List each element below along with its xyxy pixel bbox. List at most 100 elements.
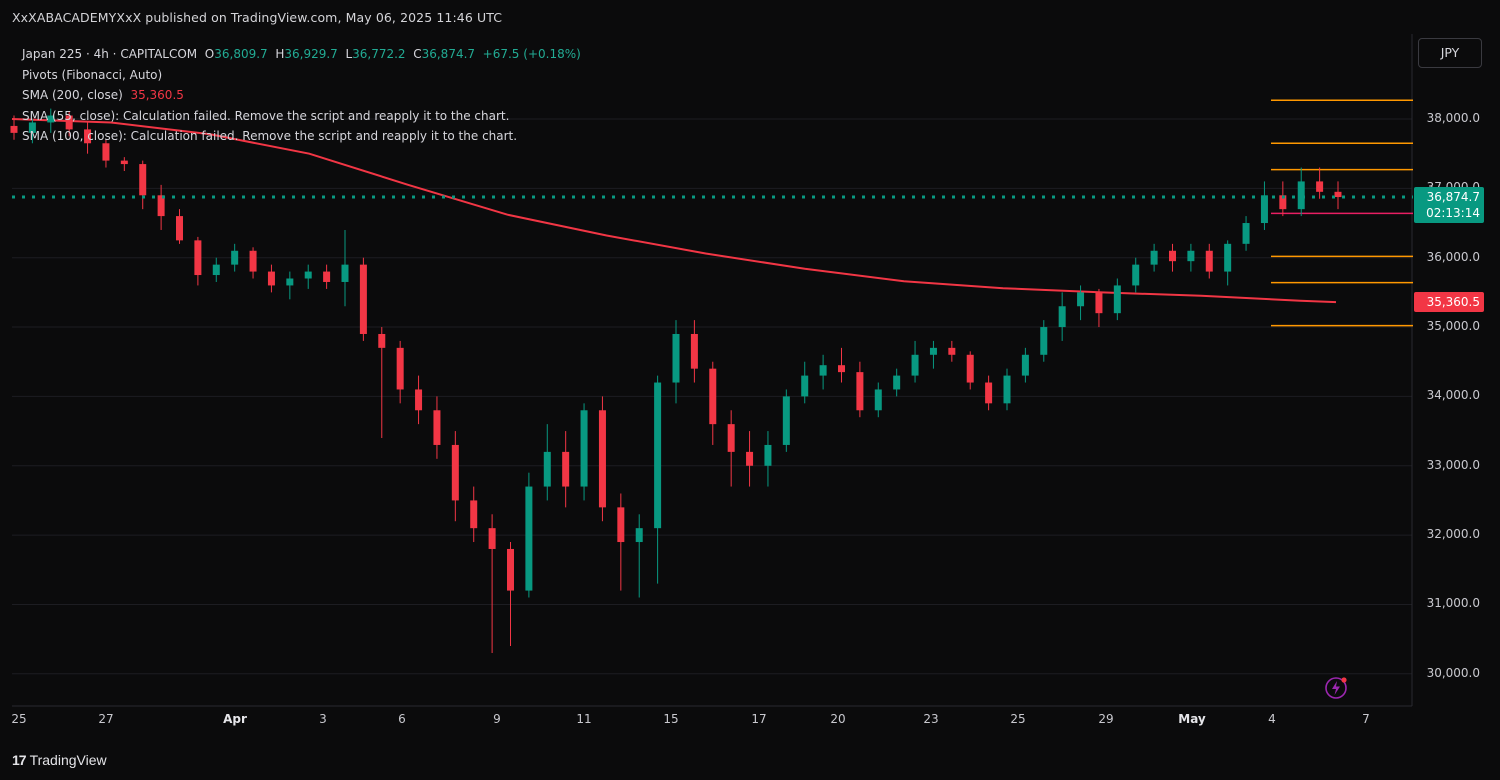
price-axis-label: 38,000.0 bbox=[1426, 111, 1480, 125]
time-axis-label: 25 bbox=[1010, 712, 1026, 726]
publish-info: XxXABACADEMYXxX published on TradingView… bbox=[12, 10, 503, 25]
candle-body bbox=[966, 354, 974, 383]
change-value: +67.5 (+0.18%) bbox=[482, 47, 581, 61]
candle-body bbox=[838, 365, 845, 373]
candle-body bbox=[580, 410, 588, 487]
candle-body bbox=[1113, 285, 1121, 314]
tradingview-logo[interactable]: 17 TradingView bbox=[12, 752, 107, 768]
candle-body bbox=[727, 424, 735, 452]
price-axis-label: 31,000.0 bbox=[1426, 596, 1480, 611]
price-axis-label: 33,000.0 bbox=[1426, 457, 1480, 472]
candle-body bbox=[286, 278, 294, 286]
candle-body bbox=[617, 507, 625, 543]
last-price-badge: 36,874.7 02:13:14 bbox=[1414, 187, 1484, 223]
candle-body bbox=[488, 528, 496, 549]
candle-body bbox=[856, 372, 864, 411]
candle-body bbox=[948, 347, 956, 355]
candle-body bbox=[635, 528, 643, 543]
price-axis-label: 32,000.0 bbox=[1426, 527, 1480, 542]
close-value: 36,874.7 bbox=[421, 47, 476, 61]
candle-body bbox=[507, 548, 514, 591]
tradingview-brand: TradingView bbox=[29, 752, 107, 768]
candle-body bbox=[1260, 195, 1268, 224]
candle-body bbox=[341, 264, 349, 282]
currency-button[interactable]: JPY bbox=[1418, 38, 1482, 68]
candle-body bbox=[746, 451, 754, 466]
candle-body bbox=[764, 444, 772, 466]
candle-body bbox=[911, 354, 919, 376]
candle-body bbox=[801, 375, 809, 397]
legend-sma200[interactable]: SMA (200, close) 35,360.5 bbox=[22, 85, 581, 106]
open-value: 36,809.7 bbox=[214, 47, 268, 61]
time-axis-label: 9 bbox=[493, 712, 501, 726]
bar-countdown: 02:13:14 bbox=[1426, 206, 1480, 220]
candle-body bbox=[543, 451, 551, 487]
high-label: H bbox=[275, 47, 285, 61]
candle-body bbox=[782, 396, 790, 445]
price-axis-label: 36,000.0 bbox=[1426, 249, 1480, 264]
legend-sma100-error[interactable]: SMA (100, close): Calculation failed. Re… bbox=[22, 129, 518, 143]
time-axis-label: 17 bbox=[751, 712, 767, 726]
candle-body bbox=[819, 365, 827, 376]
time-axis-label: Apr bbox=[223, 712, 247, 726]
time-axis-label: 20 bbox=[830, 712, 846, 726]
last-price-value: 36,874.7 bbox=[1426, 190, 1480, 204]
candle-body bbox=[1242, 223, 1250, 244]
candle-body bbox=[1187, 250, 1195, 262]
candle-body bbox=[396, 347, 404, 390]
candlestick-chart[interactable] bbox=[0, 34, 1500, 744]
sma200-label: SMA (200, close) bbox=[22, 88, 123, 102]
legend-symbol-row[interactable]: Japan 225 · 4h · CAPITALCOM O36,809.7 H3… bbox=[22, 44, 581, 65]
sma-price-badge: 35,360.5 bbox=[1414, 292, 1484, 312]
candle-body bbox=[378, 333, 386, 348]
legend-sma55-error[interactable]: SMA (55, close): Calculation failed. Rem… bbox=[22, 108, 510, 123]
sma200-value: 35,360.5 bbox=[130, 88, 184, 102]
footer: 17 TradingView bbox=[0, 744, 1500, 780]
candle-body bbox=[1003, 375, 1011, 404]
price-axis-label: 35,000.0 bbox=[1426, 319, 1480, 334]
legend-pivots[interactable]: Pivots (Fibonacci, Auto) bbox=[22, 67, 163, 82]
low-value: 36,772.2 bbox=[352, 47, 406, 61]
symbol-name[interactable]: Japan 225 · 4h · CAPITALCOM bbox=[22, 47, 198, 61]
candle-body bbox=[433, 410, 441, 445]
time-axis-label: 11 bbox=[576, 712, 592, 726]
candle-body bbox=[451, 444, 459, 501]
candle-body bbox=[1279, 195, 1287, 210]
candle-body bbox=[1297, 181, 1305, 210]
candle-body bbox=[654, 382, 662, 529]
candle-body bbox=[249, 250, 257, 272]
candle-body bbox=[1316, 181, 1324, 192]
candle-body bbox=[1021, 354, 1029, 376]
time-axis-label: 7 bbox=[1362, 712, 1370, 726]
time-axis-label: 15 bbox=[663, 712, 679, 726]
time-axis-label: 3 bbox=[319, 712, 327, 726]
candle-body bbox=[304, 271, 312, 279]
candle-body bbox=[893, 375, 901, 390]
candle-body bbox=[157, 195, 165, 217]
candle-body bbox=[672, 333, 680, 383]
open-label: O bbox=[204, 47, 215, 61]
candle-body bbox=[1095, 292, 1103, 314]
chart-area[interactable] bbox=[0, 34, 1500, 744]
candle-body bbox=[690, 333, 698, 369]
candle-body bbox=[65, 115, 73, 130]
time-axis-label: 27 bbox=[98, 712, 114, 726]
candle-body bbox=[525, 486, 533, 591]
lightning-icon[interactable] bbox=[1324, 676, 1348, 700]
candle-body bbox=[1169, 250, 1176, 262]
candle-body bbox=[194, 240, 202, 276]
candle-body bbox=[139, 164, 147, 196]
chart-legend: Japan 225 · 4h · CAPITALCOM O36,809.7 H3… bbox=[22, 44, 581, 147]
candle-body bbox=[1040, 327, 1048, 355]
candle-body bbox=[562, 451, 570, 487]
candle-body bbox=[985, 382, 993, 404]
close-label: C bbox=[413, 47, 422, 61]
candle-body bbox=[1334, 191, 1342, 198]
high-value: 36,929.7 bbox=[284, 47, 338, 61]
candle-body bbox=[1150, 250, 1158, 265]
candle-body bbox=[176, 216, 183, 241]
candle-body bbox=[212, 264, 220, 276]
candle-body bbox=[874, 389, 882, 411]
tradingview-logo-mark: 17 bbox=[12, 752, 27, 768]
time-axis-label: 4 bbox=[1268, 712, 1276, 726]
